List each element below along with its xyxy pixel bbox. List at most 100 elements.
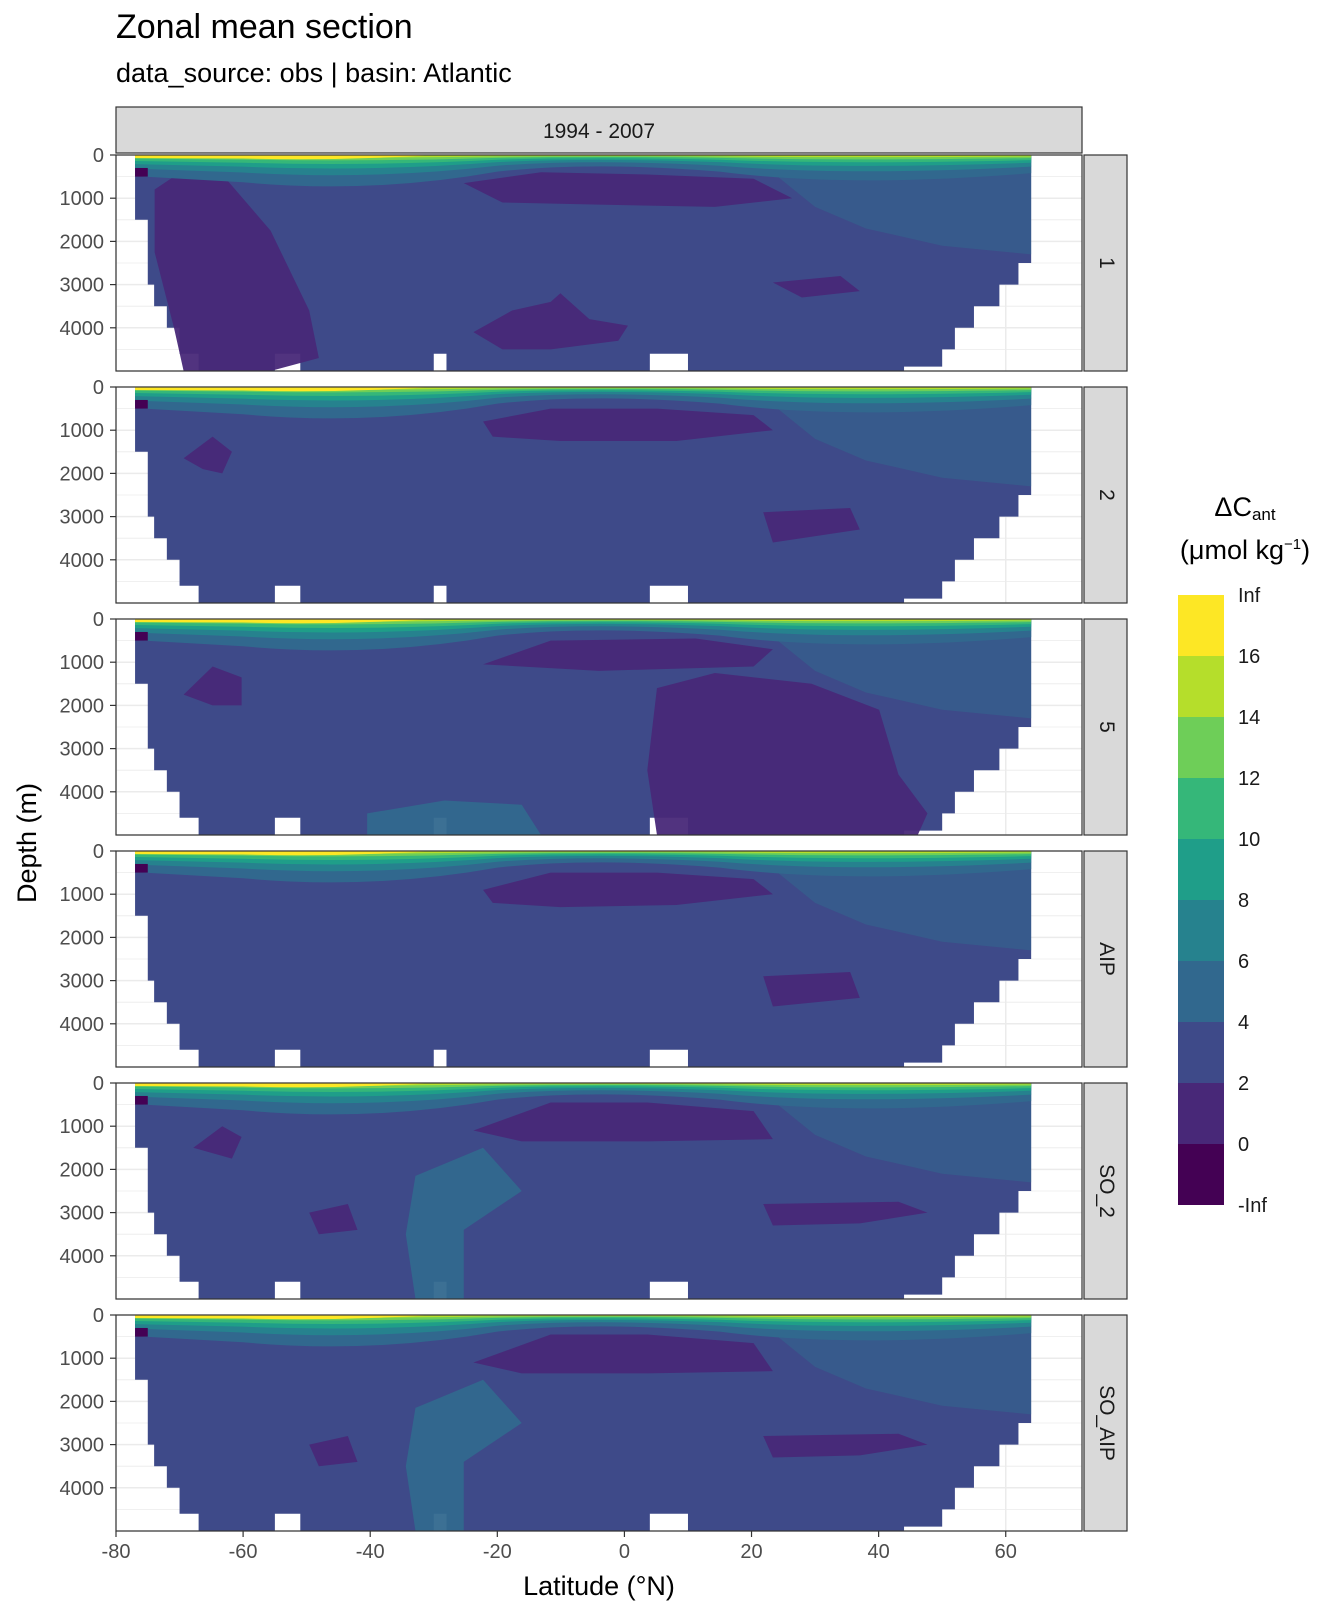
surface-max bbox=[135, 619, 434, 624]
contour-region bbox=[367, 800, 542, 835]
contour-region bbox=[764, 397, 1032, 487]
row-strip-label: SO_2 bbox=[1095, 1164, 1118, 1218]
facet-panel-so-aip: 0 1000 2000 3000 4000 SO_AIP bbox=[60, 1305, 1128, 1532]
legend-swatch bbox=[1178, 900, 1224, 961]
ocean-section bbox=[135, 1083, 1032, 1299]
contour-region bbox=[764, 1325, 1032, 1415]
legend-title-main: ΔC bbox=[1214, 492, 1252, 522]
x-tick-label: 20 bbox=[740, 1541, 762, 1563]
y-tick-label: 1000 bbox=[60, 420, 105, 442]
facet-panel-1: 0 1000 2000 3000 4000 1 bbox=[60, 145, 1128, 372]
y-tick-label: 4000 bbox=[60, 550, 105, 572]
y-tick-label: 3000 bbox=[60, 739, 105, 761]
y-tick-label: 1000 bbox=[60, 652, 105, 674]
wall-cell bbox=[135, 399, 148, 409]
panel-border bbox=[115, 154, 1083, 372]
ocean-section bbox=[135, 851, 1032, 1067]
y-tick-label: 3000 bbox=[60, 507, 105, 529]
facet-panel-2: 0 1000 2000 3000 4000 2 bbox=[60, 377, 1128, 604]
y-tick-label: 3000 bbox=[60, 1435, 105, 1457]
contour-region bbox=[473, 1102, 773, 1142]
contour-region bbox=[183, 436, 232, 474]
panel-border bbox=[115, 1314, 1083, 1532]
y-tick-label: 0 bbox=[93, 145, 104, 167]
y-tick-label: 0 bbox=[93, 377, 104, 399]
y-tick-label: 1000 bbox=[60, 188, 105, 210]
row-strip-label: 2 bbox=[1095, 489, 1118, 501]
row-strip bbox=[1083, 386, 1128, 604]
ocean-section bbox=[135, 387, 1032, 603]
panel-border bbox=[115, 850, 1083, 1068]
legend-label: 14 bbox=[1238, 707, 1260, 729]
contour-region bbox=[309, 1203, 358, 1235]
contour-region bbox=[483, 638, 773, 671]
x-axis-title: Latitude (°N) bbox=[523, 1571, 675, 1601]
legend-unit-prefix: (μmol kg bbox=[1179, 535, 1284, 566]
legend-title-sub: ant bbox=[1251, 505, 1276, 524]
y-tick-label: 3000 bbox=[60, 1203, 105, 1225]
y-tick-label: 1000 bbox=[60, 1116, 105, 1138]
y-tick-label: 4000 bbox=[60, 1478, 105, 1500]
contour-region bbox=[193, 1126, 242, 1159]
y-tick-label: 0 bbox=[93, 841, 104, 863]
contour-region bbox=[463, 172, 793, 207]
contour-region bbox=[763, 1201, 928, 1226]
legend-unit-suffix: ) bbox=[1301, 535, 1311, 566]
legend-label: 4 bbox=[1238, 1012, 1249, 1034]
x-tick-label: 60 bbox=[995, 1541, 1017, 1563]
y-tick-label: 0 bbox=[93, 609, 104, 631]
column-strip bbox=[115, 106, 1083, 154]
contour-region bbox=[473, 1334, 773, 1374]
contour-region bbox=[405, 1147, 522, 1299]
legend-swatch bbox=[1178, 595, 1224, 656]
row-strip-label: SO_AIP bbox=[1095, 1385, 1118, 1461]
legend-label: 2 bbox=[1238, 1073, 1249, 1095]
legend-swatch bbox=[1178, 839, 1224, 900]
x-tick-label: -20 bbox=[483, 1541, 512, 1563]
row-strip bbox=[1083, 154, 1128, 372]
y-tick-label: 0 bbox=[93, 1305, 104, 1327]
y-tick-label: 2000 bbox=[60, 463, 105, 485]
y-tick-label: 4000 bbox=[60, 782, 105, 804]
contour-region bbox=[772, 275, 860, 298]
contour-region bbox=[764, 629, 1032, 719]
x-tick-label: -60 bbox=[229, 1541, 258, 1563]
row-strip bbox=[1083, 1082, 1128, 1300]
y-tick-label: 3000 bbox=[60, 971, 105, 993]
panels-group: 0 1000 2000 3000 4000 1 0 1000 2000 3000 4000 2 0 100… bbox=[60, 145, 1128, 1532]
chart-subtitle: data_source: obs | basin: Atlantic bbox=[116, 58, 512, 88]
contour-region bbox=[763, 507, 860, 543]
contour-region bbox=[763, 1433, 928, 1458]
contour-region bbox=[483, 408, 773, 441]
legend-swatch bbox=[1178, 778, 1224, 839]
contour-region bbox=[405, 1379, 522, 1531]
legend-unit-sup: −1 bbox=[1283, 536, 1302, 554]
contour-region bbox=[183, 666, 242, 706]
wall-cell bbox=[135, 631, 148, 641]
x-tick-label: 0 bbox=[619, 1541, 630, 1563]
y-tick-label: 0 bbox=[93, 1073, 104, 1095]
y-tick-label: 4000 bbox=[60, 1014, 105, 1036]
row-strip-label: AIP bbox=[1095, 942, 1118, 976]
contour-region bbox=[473, 293, 628, 350]
legend-label: 12 bbox=[1238, 768, 1260, 790]
facet-panel-aip: 0 1000 2000 3000 4000 AIP bbox=[60, 841, 1128, 1068]
surface-max bbox=[135, 387, 434, 392]
y-tick-label: 4000 bbox=[60, 1246, 105, 1268]
legend-swatch bbox=[1178, 1022, 1224, 1083]
wall-cell bbox=[135, 1095, 148, 1105]
y-tick-label: 2000 bbox=[60, 1391, 105, 1413]
surface-max bbox=[135, 851, 434, 856]
legend-swatch bbox=[1178, 961, 1224, 1022]
legend-swatch bbox=[1178, 717, 1224, 778]
surface-max bbox=[135, 1083, 434, 1088]
contour-region bbox=[309, 1435, 358, 1467]
wall-cell bbox=[135, 863, 148, 873]
y-tick-label: 4000 bbox=[60, 318, 105, 340]
contour-region bbox=[154, 170, 319, 371]
y-tick-label: 2000 bbox=[60, 927, 105, 949]
wall-cell bbox=[135, 1327, 148, 1337]
legend-label: 10 bbox=[1238, 829, 1260, 851]
contour-region bbox=[764, 1093, 1032, 1183]
facet-panel-so-2: 0 1000 2000 3000 4000 SO_2 bbox=[60, 1073, 1128, 1300]
